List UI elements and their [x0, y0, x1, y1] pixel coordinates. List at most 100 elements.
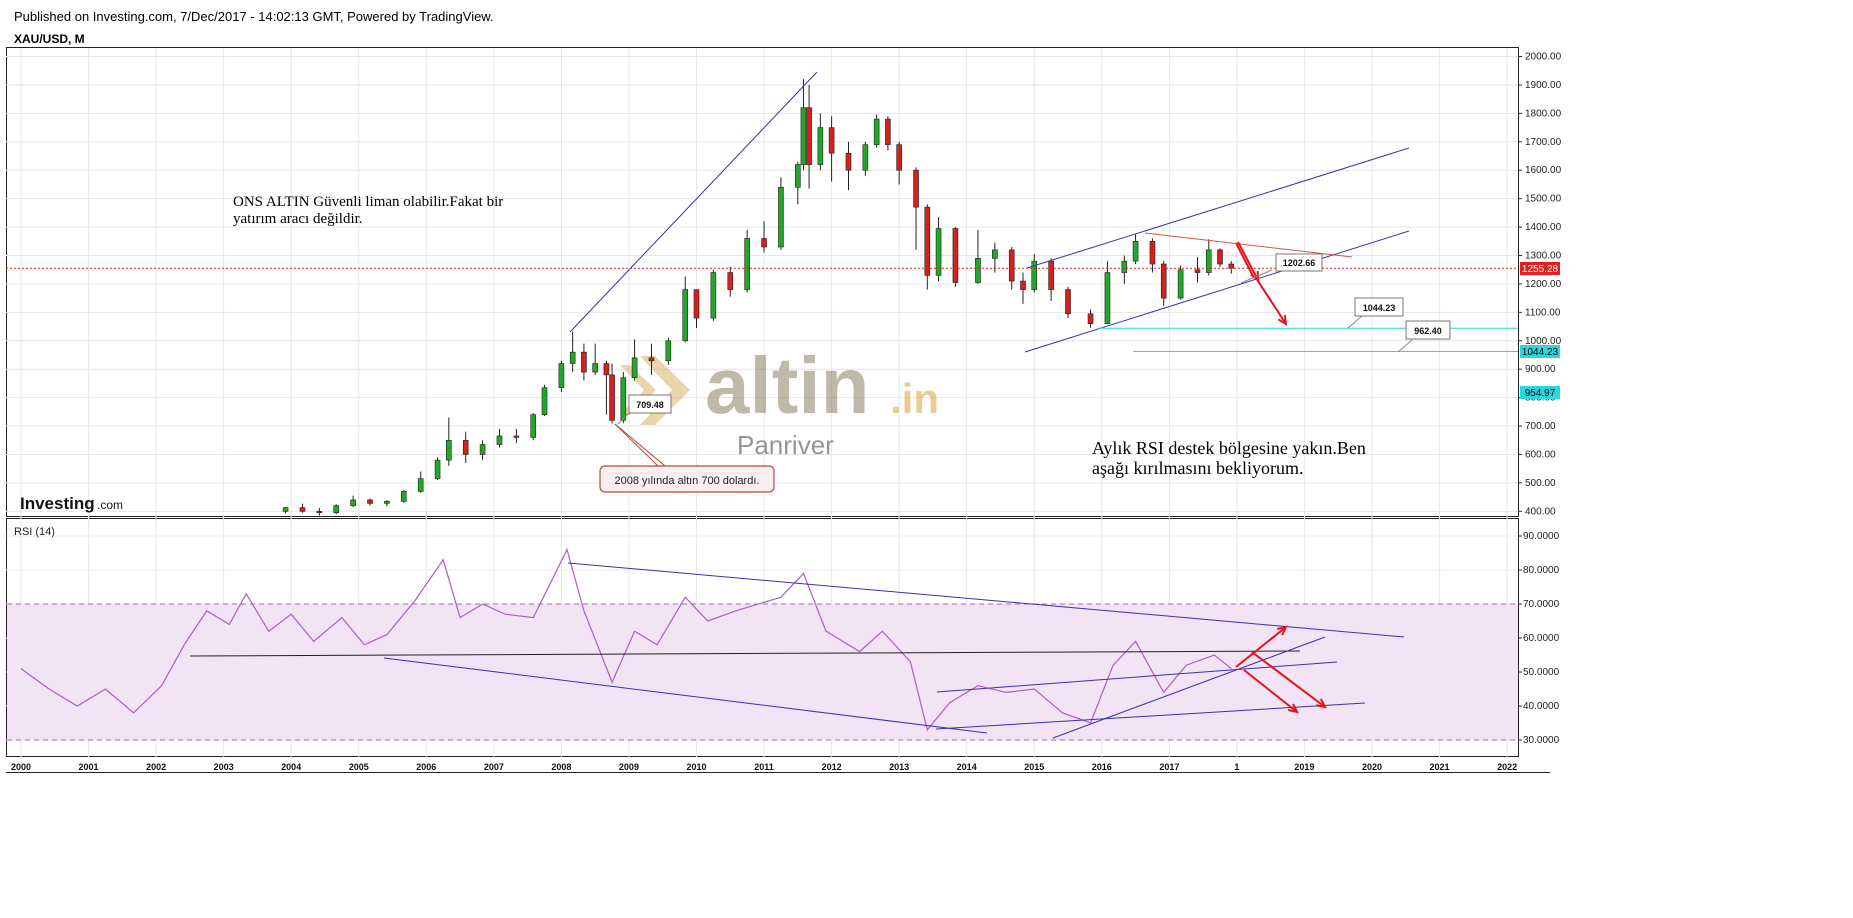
- candle-body[interactable]: [1205, 249, 1212, 273]
- label-target2[interactable]: 1044.23: [1347, 297, 1404, 329]
- candle-body[interactable]: [400, 491, 407, 502]
- rsi-channel-lower[interactable]: [935, 702, 1366, 730]
- candle-body[interactable]: [496, 435, 503, 445]
- candle-body[interactable]: [384, 501, 390, 504]
- callout-2008[interactable]: 2008 yılında altın 700 dolardı.: [599, 423, 775, 493]
- x-tick-label: 2001: [79, 762, 99, 772]
- candle-body[interactable]: [1228, 263, 1235, 269]
- candle-body[interactable]: [1087, 313, 1094, 325]
- candle-body[interactable]: [350, 499, 356, 506]
- candle-body[interactable]: [1132, 240, 1139, 262]
- rsi-arrow-up[interactable]: [1235, 626, 1287, 668]
- arrow-down-short-b[interactable]: [1235, 242, 1254, 277]
- label-low[interactable]: 709.48: [617, 394, 672, 425]
- candle-body[interactable]: [558, 363, 565, 388]
- candle-body[interactable]: [282, 507, 289, 512]
- candle-body[interactable]: [795, 164, 801, 188]
- candle-body[interactable]: [648, 357, 655, 361]
- candle-body[interactable]: [1008, 249, 1015, 282]
- candle-body[interactable]: [1065, 289, 1071, 315]
- rsi-trend-down-bottom[interactable]: [383, 657, 988, 734]
- candle-body[interactable]: [896, 144, 902, 171]
- y-tick-label: 1300.00: [1525, 250, 1562, 261]
- candle-body[interactable]: [609, 374, 615, 421]
- candle-body[interactable]: [952, 228, 959, 283]
- candle-body[interactable]: [828, 127, 835, 154]
- candle-body[interactable]: [665, 340, 672, 361]
- x-tick-label: 2019: [1294, 762, 1314, 772]
- candle-body[interactable]: [727, 272, 734, 290]
- candle-body[interactable]: [744, 238, 750, 290]
- candle-body[interactable]: [682, 289, 689, 342]
- candle-body[interactable]: [1020, 280, 1026, 290]
- cyan-tag-1: 1044.23: [1520, 345, 1560, 358]
- candle-body[interactable]: [631, 357, 638, 379]
- candle-body[interactable]: [569, 351, 576, 364]
- candle-body[interactable]: [693, 289, 700, 319]
- candle-body[interactable]: [367, 499, 373, 504]
- arrow-down-long[interactable]: [1255, 277, 1287, 325]
- candle-body[interactable]: [975, 258, 981, 283]
- candle-body[interactable]: [800, 107, 807, 165]
- candle-body[interactable]: [513, 435, 520, 438]
- candle-body[interactable]: [935, 228, 942, 276]
- candle-body[interactable]: [1048, 260, 1054, 290]
- trendline-2008-2011[interactable]: [569, 71, 818, 333]
- candle-body[interactable]: [862, 144, 869, 171]
- x-tick-label: 1: [1234, 762, 1239, 772]
- label-target3[interactable]: 962.40: [1397, 320, 1451, 353]
- candle-body[interactable]: [1194, 269, 1201, 273]
- x-tick-label: 2011: [754, 762, 774, 772]
- candle-body[interactable]: [873, 118, 880, 145]
- candle-body[interactable]: [1160, 263, 1167, 299]
- candle-body[interactable]: [817, 127, 824, 165]
- candle-body[interactable]: [316, 511, 323, 514]
- candle-body[interactable]: [592, 363, 598, 373]
- candle-body[interactable]: [434, 459, 441, 479]
- candle-body[interactable]: [541, 387, 548, 415]
- channel-upper[interactable]: [1026, 147, 1410, 269]
- published-info: Published on Investing.com, 7/Dec/2017 -…: [14, 9, 494, 24]
- rsi-horizontal[interactable]: [189, 650, 1301, 657]
- rsi-arrow-down[interactable]: [1243, 669, 1298, 713]
- candle-body[interactable]: [845, 152, 852, 171]
- candle-body[interactable]: [1031, 260, 1038, 290]
- y-tick-label: 700.00: [1525, 421, 1556, 432]
- rsi-trend-down-top[interactable]: [567, 562, 1405, 638]
- candle-body[interactable]: [479, 444, 486, 455]
- rsi-arrow-right[interactable]: [1251, 651, 1326, 708]
- candle-body[interactable]: [462, 439, 469, 455]
- candle-body[interactable]: [299, 507, 306, 512]
- candle-body[interactable]: [620, 377, 627, 421]
- rsi-line[interactable]: [20, 547, 1232, 732]
- candle-body[interactable]: [446, 439, 452, 461]
- channel-lower[interactable]: [1024, 230, 1410, 353]
- candle-body[interactable]: [1177, 269, 1184, 299]
- candle-body[interactable]: [761, 238, 767, 248]
- x-tick-label: 2004: [281, 762, 301, 772]
- candle-body[interactable]: [710, 272, 717, 319]
- candle-body[interactable]: [1121, 260, 1128, 273]
- candle-body[interactable]: [333, 505, 340, 514]
- arrow-down-short[interactable]: [1237, 241, 1259, 281]
- candle-body[interactable]: [992, 249, 998, 259]
- candle-body[interactable]: [581, 351, 587, 373]
- investing-logo: Investing .com: [20, 494, 123, 513]
- resistance-red[interactable]: [1144, 232, 1353, 258]
- y-tick-label: 40.0000: [1523, 701, 1560, 712]
- candle-body[interactable]: [1104, 272, 1111, 325]
- candle-body[interactable]: [530, 414, 537, 438]
- candle-body[interactable]: [1217, 249, 1223, 265]
- candle-body[interactable]: [603, 363, 610, 376]
- candle-body[interactable]: [1149, 240, 1156, 265]
- candle-body[interactable]: [924, 206, 931, 276]
- candle-body[interactable]: [885, 118, 891, 145]
- candle-body[interactable]: [417, 478, 424, 492]
- rsi-rising[interactable]: [1052, 636, 1326, 739]
- candle-body[interactable]: [806, 107, 812, 165]
- symbol-title: XAU/USD, M: [14, 32, 85, 46]
- label-target1[interactable]: 1202.66: [1240, 253, 1323, 284]
- candle-body[interactable]: [778, 186, 784, 248]
- candle-body[interactable]: [913, 169, 919, 208]
